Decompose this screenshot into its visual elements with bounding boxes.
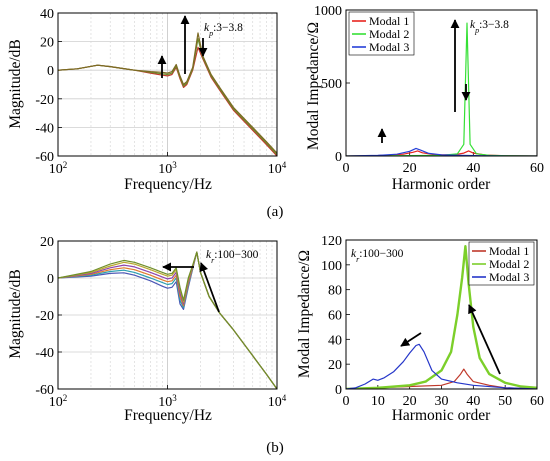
legend-label: Modal 3 xyxy=(489,270,529,284)
a-left-xlabel: Frequency/Hz xyxy=(124,176,212,193)
ytick-label: 500 xyxy=(321,77,342,92)
b-left-frame xyxy=(57,240,278,390)
legend-label: Modal 2 xyxy=(369,27,409,41)
b-left-grid xyxy=(58,241,277,389)
ytick-label: 20 xyxy=(328,358,342,373)
a-right-ticks: 0 500 1000 0 20 40 60 xyxy=(314,4,544,176)
ytick-label: 40 xyxy=(328,333,342,348)
xtick-label: 0 xyxy=(343,394,350,409)
series-line xyxy=(346,245,537,389)
b-right-ticks: 0 20 40 60 80 100 120 0 10 20 30 40 50 60 xyxy=(321,234,544,409)
legend-label: Modal 2 xyxy=(489,257,529,271)
a-right-xlabel: Harmonic order xyxy=(392,176,491,193)
a-left-ticks: -60 -40 -20 0 20 40 102 103 104 xyxy=(35,7,286,177)
xtick-label: 20 xyxy=(403,161,417,176)
xtick-label: 60 xyxy=(530,394,544,409)
series-line xyxy=(346,343,537,389)
a-left-annotation: kp:3−3.8 xyxy=(204,22,243,38)
xtick-label: 40 xyxy=(466,161,480,176)
b-left-xlabel: Frequency/Hz xyxy=(124,407,212,424)
a-left-frame xyxy=(57,12,278,157)
b-left-ylabel: Magnitude/dB xyxy=(7,269,24,359)
b-right-series xyxy=(346,245,537,389)
ytick-label: -20 xyxy=(35,309,54,324)
chart-a-right: 0 500 1000 0 20 40 60 Harmonic order Modal Imp… xyxy=(305,4,544,193)
a-left-grid xyxy=(58,13,277,156)
ytick-label: 1000 xyxy=(314,4,342,19)
chart-b-left: -60 -40 -20 0 20 102 103 104 Frequency/Hz Magni… xyxy=(7,235,287,424)
xtick-label: 102 xyxy=(49,393,68,410)
ytick-label: -20 xyxy=(35,93,54,108)
xtick-label: 30 xyxy=(435,394,449,409)
ytick-label: 20 xyxy=(40,36,54,51)
panel-label-a: (a) xyxy=(267,204,284,220)
a-right-annotation: kp:3−3.8 xyxy=(470,19,509,35)
xtick-label: 20 xyxy=(403,394,417,409)
ytick-label: 0 xyxy=(335,150,342,165)
b-right-ylabel: Modal Impedance/Ω xyxy=(296,250,313,378)
b-left-annotation: kr:100−300 xyxy=(206,249,259,265)
xtick-label: 103 xyxy=(158,393,177,410)
ytick-label: -60 xyxy=(35,383,54,398)
a-left-series xyxy=(58,32,277,156)
legend-label: Modal 1 xyxy=(369,14,409,28)
xtick-label: 103 xyxy=(158,160,177,177)
ytick-label: -40 xyxy=(35,346,54,361)
ytick-label: 0 xyxy=(47,272,54,287)
ytick-label: 20 xyxy=(40,235,54,250)
legend-label: Modal 1 xyxy=(489,244,529,258)
ytick-label: 100 xyxy=(321,259,342,274)
series-line xyxy=(346,147,537,156)
xtick-label: 102 xyxy=(49,160,68,177)
xtick-label: 104 xyxy=(268,160,287,177)
xtick-label: 60 xyxy=(530,161,544,176)
panel-label-b: (b) xyxy=(266,440,284,456)
b-right-xlabel: Harmonic order xyxy=(392,407,491,424)
a-left-ylabel: Magnitude/dB xyxy=(7,39,24,129)
series-line xyxy=(58,251,277,389)
legend-label: Modal 3 xyxy=(369,40,409,54)
xtick-label: 50 xyxy=(498,394,512,409)
ytick-label: 0 xyxy=(47,64,54,79)
ytick-label: 120 xyxy=(321,234,342,249)
ytick-label: 0 xyxy=(335,383,342,398)
b-right-arrow-left xyxy=(400,332,422,347)
ytick-label: 60 xyxy=(328,309,342,324)
ytick-label: -60 xyxy=(35,150,54,165)
ytick-label: 40 xyxy=(40,7,54,22)
b-right-frame xyxy=(345,239,538,390)
b-left-ticks: -60 -40 -20 0 20 102 103 104 xyxy=(35,235,286,410)
b-left-series xyxy=(58,251,277,389)
xtick-label: 104 xyxy=(268,393,287,410)
b-right-arrow-up xyxy=(468,304,501,375)
b-right-annotation: kr:100−300 xyxy=(351,248,404,264)
a-right-ylabel: Modal Impedance/Ω xyxy=(305,22,322,150)
ytick-label: 80 xyxy=(328,284,342,299)
chart-a-left: -60 -40 -20 0 20 40 102 103 104 Frequency/Hz Mag… xyxy=(7,7,287,193)
xtick-label: 0 xyxy=(343,161,350,176)
series-line xyxy=(58,32,277,154)
xtick-label: 10 xyxy=(371,394,385,409)
ytick-label: -40 xyxy=(35,121,54,136)
chart-b-right: 0 20 40 60 80 100 120 0 10 20 30 40 50 60 Harmonic or… xyxy=(296,234,544,424)
a-right-frame xyxy=(345,9,538,157)
xtick-label: 40 xyxy=(466,394,480,409)
b-left-arrow-up xyxy=(199,262,220,313)
